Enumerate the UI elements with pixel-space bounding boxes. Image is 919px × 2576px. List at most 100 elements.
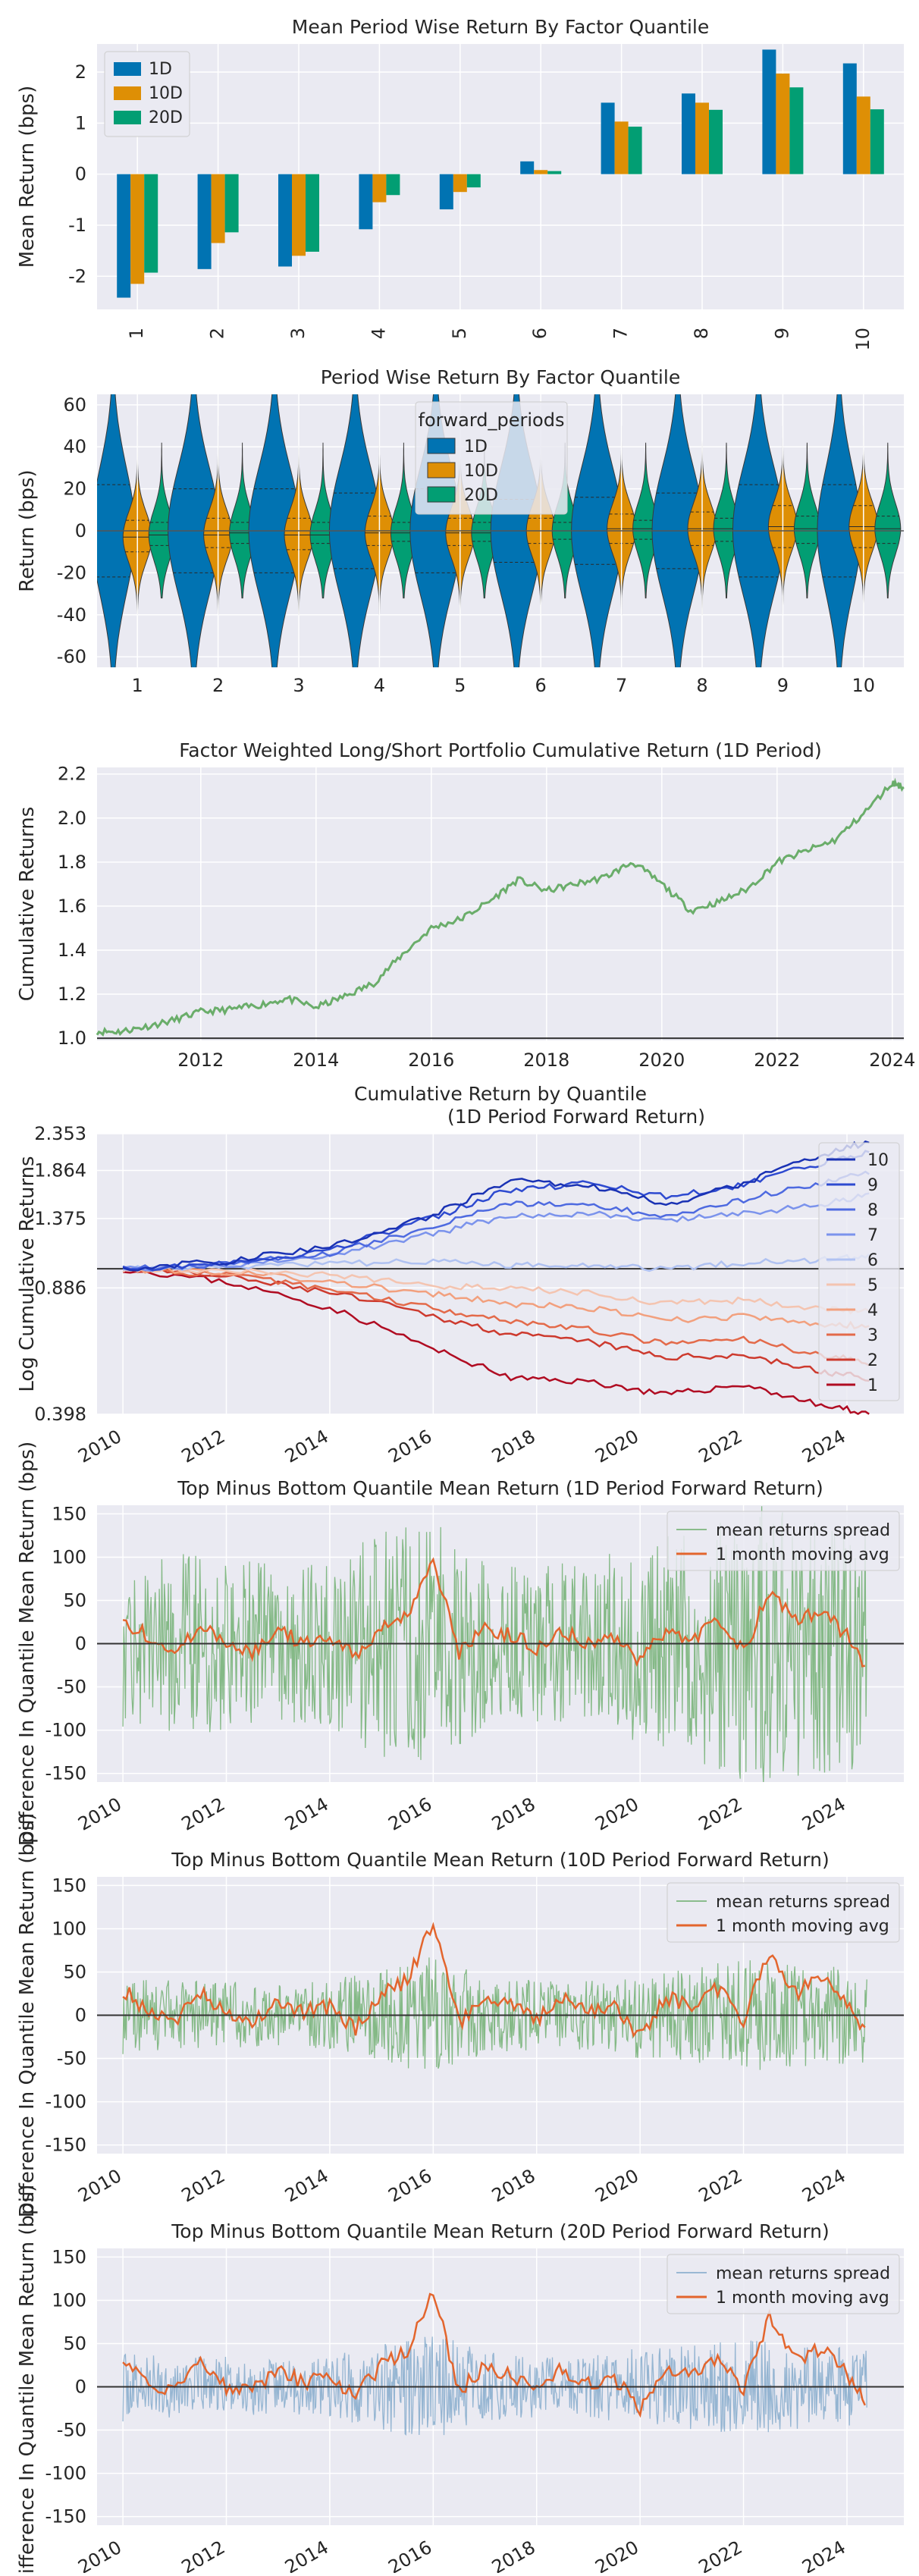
y-tick-label: 150 bbox=[52, 1503, 86, 1524]
x-tick-label: 2014 bbox=[281, 1426, 332, 1467]
y-tick-label: 0 bbox=[75, 164, 86, 185]
plot-area bbox=[97, 767, 904, 1040]
y-axis-label: Log Cumulative Returns bbox=[16, 1156, 39, 1392]
y-tick-label: 2.2 bbox=[58, 764, 86, 785]
x-tick-label: 2024 bbox=[869, 1050, 915, 1071]
x-tick-label: 9 bbox=[771, 328, 792, 339]
x-tick-label: 2012 bbox=[178, 1426, 229, 1467]
y-tick-label: 50 bbox=[63, 1589, 86, 1611]
x-tick-label: 2010 bbox=[74, 2165, 125, 2207]
x-tick-label: 1 bbox=[126, 328, 147, 339]
chart-panel-6: Top Minus Bottom Quantile Mean Return (1… bbox=[16, 1813, 904, 2217]
y-axis-label: Return (bps) bbox=[16, 469, 39, 591]
legend-swatch bbox=[427, 462, 456, 478]
mean-returns-spread-line bbox=[122, 2336, 867, 2436]
y-tick-label: 0 bbox=[75, 2005, 86, 2026]
y-tick-label: 0.398 bbox=[34, 1404, 86, 1425]
x-tick-label: 2024 bbox=[798, 2165, 849, 2207]
bar-10D-q5 bbox=[453, 174, 467, 193]
chart-panel-4: Cumulative Return by Quantile(1D Period … bbox=[16, 1083, 904, 1467]
chart-title: Top Minus Bottom Quantile Mean Return (1… bbox=[171, 1849, 830, 1871]
x-tick-label: 2010 bbox=[74, 2537, 125, 2573]
x-tick-label: 2018 bbox=[488, 2537, 539, 2573]
quantile-line-8 bbox=[122, 1170, 870, 1272]
y-tick-label: -60 bbox=[57, 646, 86, 667]
chart-panel-1: Mean Period Wise Return By Factor Quanti… bbox=[16, 16, 904, 351]
x-tick-label: 10 bbox=[852, 328, 874, 351]
legend-label: mean returns spread bbox=[716, 1521, 890, 1540]
violin-20D-q9 bbox=[793, 442, 820, 599]
y-tick-label: 1 bbox=[75, 112, 86, 133]
bar-20D-q4 bbox=[386, 174, 400, 196]
bar-10D-q8 bbox=[695, 102, 709, 174]
legend: mean returns spread 1 month moving avg bbox=[667, 2254, 900, 2314]
legend-label: 3 bbox=[867, 1326, 878, 1345]
x-tick-label: 3 bbox=[287, 328, 309, 339]
legend-label: 1 bbox=[867, 1376, 878, 1395]
x-tick-label: 2014 bbox=[281, 2537, 332, 2573]
moving-average-line bbox=[122, 1557, 866, 1668]
y-tick-label: 40 bbox=[63, 436, 86, 457]
y-tick-label: -50 bbox=[57, 1677, 86, 1698]
legend-swatch bbox=[114, 111, 141, 124]
y-tick-label: 0 bbox=[75, 2377, 86, 2398]
bar-20D-q5 bbox=[466, 174, 481, 188]
x-tick-label: 2012 bbox=[178, 2537, 229, 2573]
legend: 10 9 8 7 6 5 4 3 2 1 bbox=[818, 1142, 900, 1401]
bar-1D-q9 bbox=[762, 49, 776, 174]
chart-title: Top Minus Bottom Quantile Mean Return (2… bbox=[171, 2220, 830, 2242]
x-tick-label: 10 bbox=[852, 675, 876, 696]
y-tick-label: -1 bbox=[68, 215, 86, 236]
x-tick-label: 4 bbox=[368, 328, 389, 339]
legend-label: 7 bbox=[867, 1226, 878, 1245]
x-tick-label: 2016 bbox=[384, 1426, 435, 1467]
legend-label: 4 bbox=[867, 1301, 878, 1320]
bar-1D-q6 bbox=[520, 161, 535, 174]
y-tick-label: 50 bbox=[63, 2333, 86, 2354]
legend-label: 1 month moving avg bbox=[716, 1917, 889, 1936]
y-axis-label: Difference In Quantile Mean Return (bps) bbox=[16, 1813, 39, 2217]
y-tick-label: 1.0 bbox=[58, 1028, 86, 1049]
y-tick-label: 1.864 bbox=[34, 1160, 86, 1181]
x-tick-label: 2018 bbox=[488, 1426, 539, 1467]
y-tick-label: -150 bbox=[45, 2506, 86, 2527]
moving-average-line bbox=[122, 1922, 866, 2038]
bar-20D-q6 bbox=[547, 171, 562, 174]
x-tick-label: 2010 bbox=[74, 1793, 125, 1835]
quantile-line-6 bbox=[123, 1253, 870, 1272]
legend-box bbox=[415, 401, 568, 515]
legend-label: 10D bbox=[464, 462, 498, 481]
x-tick-label: 2014 bbox=[281, 1793, 332, 1835]
bar-1D-q10 bbox=[842, 63, 857, 174]
x-tick-label: 2020 bbox=[638, 1050, 685, 1071]
legend-swatch bbox=[427, 438, 456, 454]
y-tick-label: -100 bbox=[45, 1720, 86, 1741]
chart-title: Factor Weighted Long/Short Portfolio Cum… bbox=[179, 739, 822, 761]
chart-title: Mean Period Wise Return By Factor Quanti… bbox=[292, 16, 709, 38]
x-tick-label: 2010 bbox=[74, 1426, 125, 1467]
bar-20D-q9 bbox=[789, 87, 804, 174]
quantile-line-7 bbox=[122, 1192, 870, 1272]
x-tick-label: 2012 bbox=[177, 1050, 224, 1071]
x-tick-label: 2022 bbox=[754, 1050, 800, 1071]
y-axis-label: Cumulative Returns bbox=[16, 807, 39, 1001]
x-tick-label: 2020 bbox=[591, 1793, 642, 1835]
y-tick-label: 100 bbox=[52, 1546, 86, 1567]
legend-swatch bbox=[427, 486, 456, 503]
x-tick-label: 2022 bbox=[695, 1793, 746, 1835]
x-tick-label: 2016 bbox=[384, 1793, 435, 1835]
series-group bbox=[122, 2292, 867, 2436]
bar-1D-q4 bbox=[359, 174, 373, 230]
legend: mean returns spread 1 month moving avg bbox=[667, 1882, 900, 1943]
legend-box bbox=[818, 1142, 900, 1401]
quantile-line-9 bbox=[122, 1150, 870, 1272]
x-tick-label: 2020 bbox=[591, 2165, 642, 2207]
x-tick-label: 3 bbox=[293, 675, 304, 696]
y-tick-label: 1.375 bbox=[34, 1208, 86, 1229]
y-tick-label: -150 bbox=[45, 1763, 86, 1784]
x-tick-label: 5 bbox=[454, 675, 466, 696]
bar-1D-q2 bbox=[197, 174, 212, 269]
y-tick-label: -100 bbox=[45, 2091, 86, 2113]
legend-label: 2 bbox=[867, 1351, 878, 1370]
